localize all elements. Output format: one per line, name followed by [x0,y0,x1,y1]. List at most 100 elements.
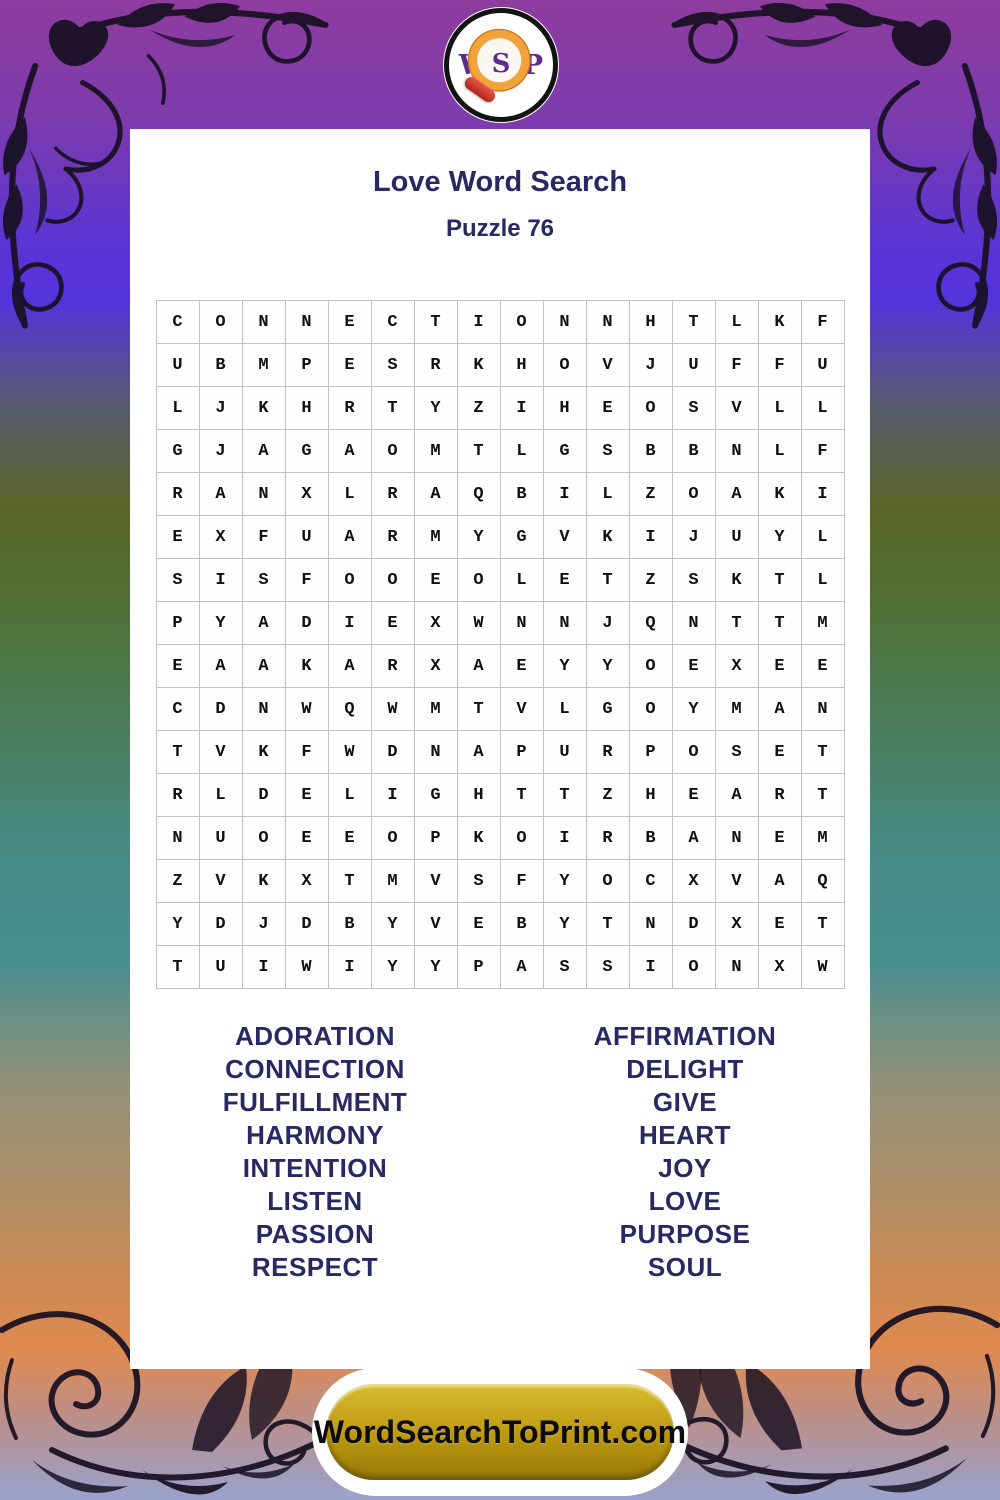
grid-cell: L [757,386,802,430]
grid-cell: Y [757,515,802,559]
grid-cell: X [671,859,716,903]
grid-cell: T [757,601,802,645]
grid-cell: T [413,300,458,344]
grid-cell: D [284,601,329,645]
grid-cell: J [241,902,286,946]
grid-cell: L [800,515,845,559]
grid-cell: O [370,816,415,860]
grid-cell: N [671,601,716,645]
grid-cell: U [198,816,243,860]
grid-cell: T [800,773,845,817]
grid-cell: E [800,644,845,688]
grid-cell: Z [628,472,673,516]
grid-cell: M [413,429,458,473]
grid-cell: W [370,687,415,731]
site-button[interactable]: WordSearchToPrint.com [314,1384,686,1480]
grid-cell: L [155,386,200,430]
word-item: AFFIRMATION [593,1021,777,1051]
grid-cell: L [499,429,544,473]
grid-cell: W [284,945,329,989]
grid-cell: T [499,773,544,817]
grid-cell: R [327,386,372,430]
grid-cell: B [499,472,544,516]
grid-cell: Y [585,644,630,688]
grid-cell: L [542,687,587,731]
grid-cell: R [585,730,630,774]
grid-cell: E [671,773,716,817]
grid-cell: T [327,859,372,903]
word-item: SOUL [647,1252,723,1282]
grid-cell: C [155,687,200,731]
grid-cell: N [714,429,759,473]
grid-cell: P [413,816,458,860]
grid-cell: E [757,644,802,688]
grid-cell: O [499,816,544,860]
grid-cell: S [585,945,630,989]
grid-cell: V [714,386,759,430]
grid-cell: O [671,730,716,774]
grid-cell: L [327,472,372,516]
grid-cell: E [456,902,501,946]
grid-cell: R [370,644,415,688]
grid-cell: F [284,730,329,774]
grid-cell: J [198,429,243,473]
grid-cell: A [757,687,802,731]
grid-cell: U [714,515,759,559]
grid-cell: L [757,429,802,473]
grid-cell: I [241,945,286,989]
grid-cell: E [370,601,415,645]
grid-cell: N [542,601,587,645]
grid-cell: F [284,558,329,602]
grid-cell: M [413,687,458,731]
grid-cell: K [456,343,501,387]
logo-ring: W S P S [444,8,558,122]
grid-cell: S [585,429,630,473]
grid-cell: M [370,859,415,903]
grid-cell: E [327,343,372,387]
grid-cell: X [198,515,243,559]
grid-cell: A [757,859,802,903]
grid-cell: F [499,859,544,903]
grid-cell: A [456,730,501,774]
grid-cell: B [198,343,243,387]
grid-cell: P [284,343,329,387]
grid-cell: U [671,343,716,387]
grid-cell: R [155,472,200,516]
grid-cell: T [456,687,501,731]
word-item: DELIGHT [626,1054,744,1084]
grid-cell: K [241,386,286,430]
grid-cell: S [456,859,501,903]
grid-cell: A [327,644,372,688]
grid-cell: V [198,859,243,903]
grid-cell: V [413,859,458,903]
word-list-right-column: AFFIRMATION DELIGHT GIVE HEART JOY LOVE PURPOS… [500,1020,870,1284]
grid-cell: A [198,644,243,688]
grid-cell: A [327,515,372,559]
grid-cell: B [628,429,673,473]
grid-cell: A [241,644,286,688]
grid-cell: Z [585,773,630,817]
grid-cell: W [456,601,501,645]
grid-cell: O [198,300,243,344]
grid-cell: V [714,859,759,903]
grid-cell: P [628,730,673,774]
grid-cell: K [241,730,286,774]
grid-cell: Y [542,644,587,688]
site-button-label: WordSearchToPrint.com [313,1413,687,1450]
grid-cell: K [284,644,329,688]
grid-cell: N [284,300,329,344]
grid-cell: N [241,687,286,731]
grid-cell: K [585,515,630,559]
word-item: JOY [658,1153,712,1183]
grid-cell: L [499,558,544,602]
grid-cell: B [671,429,716,473]
